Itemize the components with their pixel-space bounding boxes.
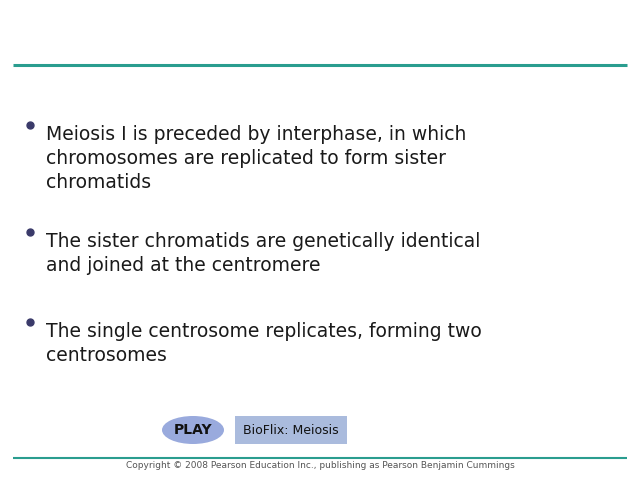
Text: PLAY: PLAY <box>173 423 212 437</box>
Text: Meiosis I is preceded by interphase, in which
chromosomes are replicated to form: Meiosis I is preceded by interphase, in … <box>46 125 467 192</box>
Text: Copyright © 2008 Pearson Education Inc., publishing as Pearson Benjamin Cummings: Copyright © 2008 Pearson Education Inc.,… <box>125 461 515 470</box>
Text: The single centrosome replicates, forming two
centrosomes: The single centrosome replicates, formin… <box>46 322 482 365</box>
Text: BioFlix: Meiosis: BioFlix: Meiosis <box>243 423 339 436</box>
FancyBboxPatch shape <box>235 416 347 444</box>
Ellipse shape <box>162 416 224 444</box>
Text: The sister chromatids are genetically identical
and joined at the centromere: The sister chromatids are genetically id… <box>46 232 481 275</box>
